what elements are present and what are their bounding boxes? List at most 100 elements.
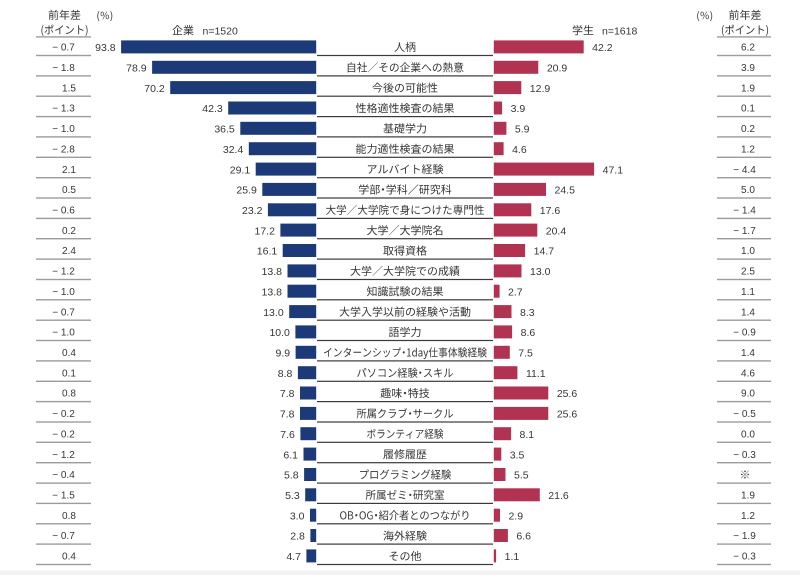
- svg-text:32.4: 32.4: [223, 144, 244, 156]
- svg-text:2.9: 2.9: [508, 510, 523, 522]
- svg-text:6.1: 6.1: [283, 449, 298, 461]
- svg-text:17.2: 17.2: [254, 225, 275, 237]
- svg-text:0.0: 0.0: [741, 429, 755, 440]
- svg-text:0.8: 0.8: [62, 389, 76, 400]
- svg-text:9.0: 9.0: [741, 389, 755, 400]
- svg-text:5.9: 5.9: [515, 124, 530, 136]
- svg-text:1.5: 1.5: [62, 83, 76, 94]
- svg-text:5.5: 5.5: [514, 470, 529, 482]
- svg-text:4.6: 4.6: [512, 144, 527, 156]
- svg-text:− 0.7: − 0.7: [52, 531, 75, 542]
- svg-text:36.5: 36.5: [214, 124, 235, 136]
- svg-text:1.0: 1.0: [741, 246, 755, 257]
- svg-text:0.2: 0.2: [741, 124, 755, 135]
- svg-text:0.4: 0.4: [62, 348, 76, 359]
- svg-text:− 1.2: − 1.2: [52, 267, 75, 278]
- svg-text:5.8: 5.8: [284, 470, 299, 482]
- svg-text:0.1: 0.1: [62, 368, 76, 379]
- svg-text:23.2: 23.2: [242, 205, 263, 217]
- svg-text:− 0.5: − 0.5: [733, 409, 756, 420]
- svg-text:− 0.9: − 0.9: [733, 328, 756, 339]
- svg-text:47.1: 47.1: [603, 164, 624, 176]
- svg-text:1.1: 1.1: [505, 551, 520, 563]
- svg-text:1.9: 1.9: [741, 491, 755, 502]
- svg-text:− 2.8: − 2.8: [52, 144, 75, 155]
- svg-text:3.0: 3.0: [290, 510, 305, 522]
- svg-text:3.9: 3.9: [741, 63, 755, 74]
- svg-text:8.3: 8.3: [520, 307, 535, 319]
- svg-text:5.0: 5.0: [741, 185, 755, 196]
- svg-text:− 0.2: − 0.2: [52, 409, 75, 420]
- svg-text:16.1: 16.1: [257, 246, 278, 258]
- svg-text:5.3: 5.3: [285, 490, 300, 502]
- svg-text:7.5: 7.5: [518, 348, 533, 360]
- svg-text:0.2: 0.2: [62, 226, 76, 237]
- svg-text:0.5: 0.5: [62, 185, 76, 196]
- svg-text:− 1.5: − 1.5: [52, 491, 75, 502]
- svg-text:− 0.6: − 0.6: [52, 206, 75, 217]
- svg-text:25.6: 25.6: [557, 388, 578, 400]
- svg-text:2.7: 2.7: [508, 286, 523, 298]
- svg-text:10.0: 10.0: [269, 327, 290, 339]
- svg-text:13.8: 13.8: [262, 286, 283, 298]
- svg-text:14.7: 14.7: [534, 246, 555, 258]
- svg-text:− 0.3: − 0.3: [733, 450, 756, 461]
- svg-text:0.1: 0.1: [741, 104, 755, 115]
- svg-text:− 1.8: − 1.8: [52, 63, 75, 74]
- svg-text:13.0: 13.0: [530, 266, 551, 278]
- svg-text:8.8: 8.8: [278, 368, 293, 380]
- svg-text:n=1618: n=1618: [602, 25, 637, 37]
- svg-text:13.0: 13.0: [263, 307, 284, 319]
- svg-text:2.4: 2.4: [62, 246, 76, 257]
- svg-text:1.9: 1.9: [741, 83, 755, 94]
- svg-text:− 0.2: − 0.2: [52, 429, 75, 440]
- svg-text:0.4: 0.4: [62, 552, 76, 563]
- svg-text:− 0.7: − 0.7: [52, 43, 75, 54]
- svg-text:20.4: 20.4: [546, 225, 567, 237]
- svg-text:11.1: 11.1: [526, 368, 546, 380]
- svg-text:25.6: 25.6: [557, 409, 578, 421]
- svg-text:8.6: 8.6: [521, 327, 536, 339]
- svg-text:9.9: 9.9: [275, 348, 290, 360]
- svg-text:− 1.0: − 1.0: [52, 124, 75, 135]
- svg-text:24.5: 24.5: [554, 185, 575, 197]
- svg-text:2.8: 2.8: [290, 531, 305, 543]
- svg-text:93.8: 93.8: [95, 42, 116, 54]
- svg-text:− 0.7: − 0.7: [52, 307, 75, 318]
- svg-text:1.4: 1.4: [741, 307, 755, 318]
- svg-text:12.9: 12.9: [530, 83, 551, 95]
- svg-text:3.9: 3.9: [511, 103, 526, 115]
- svg-text:− 1.4: − 1.4: [733, 206, 756, 217]
- svg-text:6.2: 6.2: [741, 43, 755, 54]
- svg-text:− 1.3: − 1.3: [52, 104, 75, 115]
- svg-text:1.2: 1.2: [741, 144, 755, 155]
- svg-text:78.9: 78.9: [126, 62, 147, 74]
- svg-text:29.1: 29.1: [230, 164, 251, 176]
- svg-text:1.4: 1.4: [741, 348, 755, 359]
- svg-text:20.9: 20.9: [547, 62, 568, 74]
- svg-text:0.8: 0.8: [62, 511, 76, 522]
- svg-text:7.8: 7.8: [280, 388, 295, 400]
- svg-text:1.2: 1.2: [741, 511, 755, 522]
- svg-text:42.2: 42.2: [592, 42, 613, 54]
- svg-text:25.9: 25.9: [236, 185, 257, 197]
- svg-text:n=1520: n=1520: [203, 25, 238, 37]
- svg-text:− 1.7: − 1.7: [733, 226, 756, 237]
- svg-text:17.6: 17.6: [540, 205, 561, 217]
- svg-text:− 1.9: − 1.9: [733, 531, 756, 542]
- svg-text:2.5: 2.5: [741, 267, 755, 278]
- svg-text:21.6: 21.6: [548, 490, 569, 502]
- svg-text:8.1: 8.1: [520, 429, 535, 441]
- svg-text:4.7: 4.7: [286, 551, 301, 563]
- svg-text:7.6: 7.6: [280, 429, 295, 441]
- svg-text:6.6: 6.6: [516, 531, 531, 543]
- svg-text:70.2: 70.2: [144, 83, 165, 95]
- svg-text:7.8: 7.8: [280, 409, 295, 421]
- svg-text:1.1: 1.1: [741, 287, 755, 298]
- svg-text:− 0.3: − 0.3: [733, 552, 756, 563]
- svg-text:13.8: 13.8: [262, 266, 283, 278]
- svg-text:− 1.2: − 1.2: [52, 450, 75, 461]
- svg-text:42.3: 42.3: [202, 103, 223, 115]
- svg-text:4.6: 4.6: [741, 368, 755, 379]
- svg-text:3.5: 3.5: [510, 449, 525, 461]
